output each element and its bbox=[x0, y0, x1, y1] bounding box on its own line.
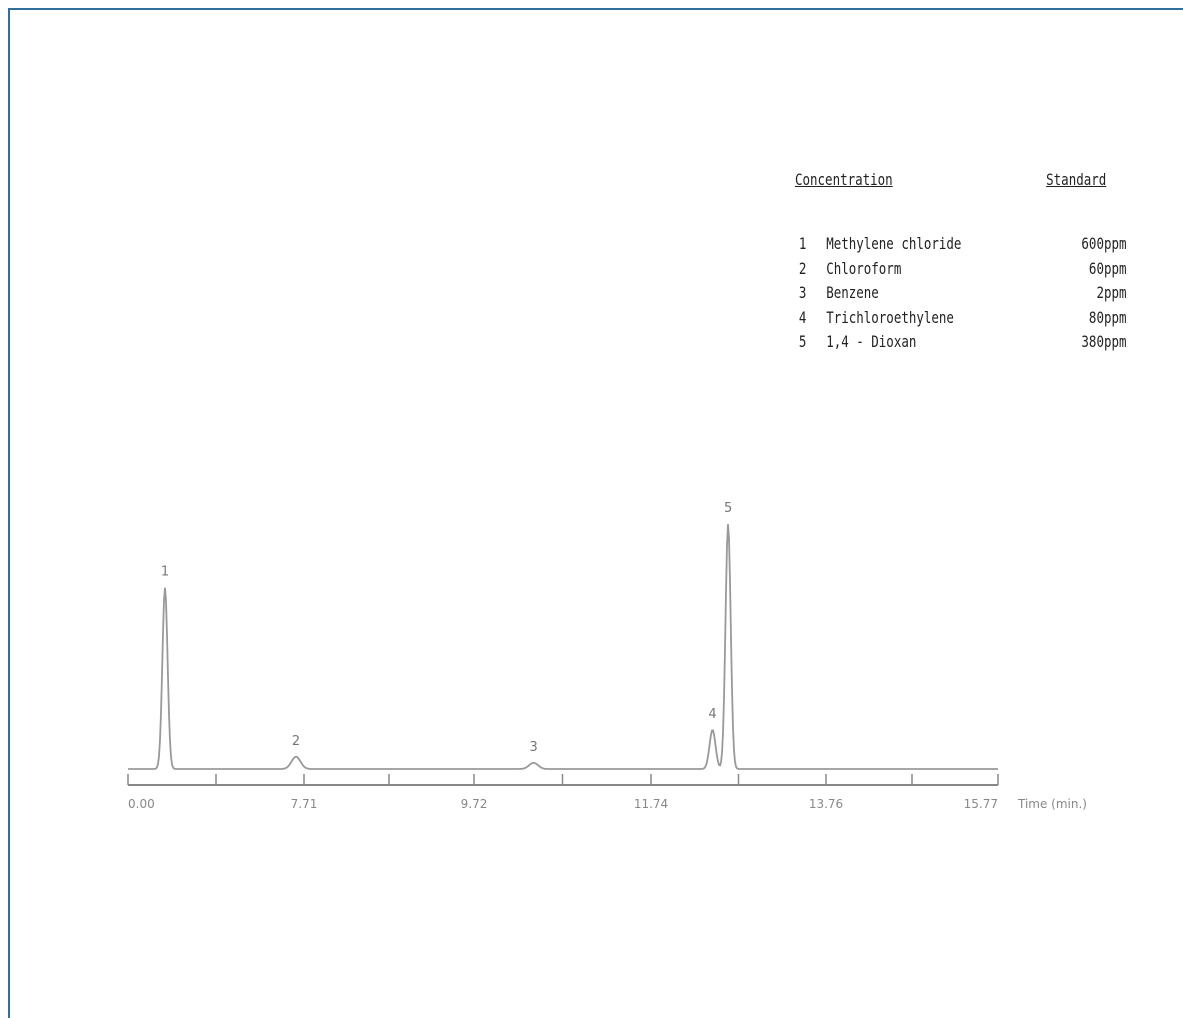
x-tick-label: 7.71 bbox=[291, 797, 318, 811]
legend-row-compound: 1,4 - Dioxan bbox=[826, 332, 917, 351]
x-tick-label: 11.74 bbox=[634, 797, 668, 811]
peak-label: 5 bbox=[724, 501, 732, 516]
chromatogram-trace bbox=[128, 524, 998, 770]
legend-row-compound: Methylene chloride bbox=[826, 234, 962, 253]
figure-frame bbox=[8, 8, 1183, 1018]
x-tick-label: 0.00 bbox=[128, 797, 155, 811]
peak-label: 4 bbox=[708, 707, 716, 722]
legend-row: 1 Methylene chloride 600ppm bbox=[795, 234, 1127, 259]
legend-table: Concentration Standard 1 Methylene chlor… bbox=[795, 170, 1127, 357]
x-axis: 0.00 7.71 9.72 11.74 13.76 15.77 bbox=[127, 774, 999, 811]
legend-row: 3 Benzene 2ppm bbox=[795, 283, 1127, 308]
standard-header: Standard bbox=[1046, 170, 1107, 189]
legend-row-concentration: 80ppm bbox=[1088, 307, 1127, 327]
peak-label: 2 bbox=[292, 734, 300, 749]
concentration-header: Concentration bbox=[795, 170, 893, 189]
x-tick-label: 13.76 bbox=[809, 797, 843, 811]
legend-row-concentration: 60ppm bbox=[1088, 258, 1127, 278]
legend-row-compound: Trichloroethylene bbox=[826, 307, 954, 327]
x-axis-label: Time (min.) bbox=[1017, 797, 1087, 811]
legend-row-concentration: 380ppm bbox=[1081, 332, 1127, 351]
peak-label: 3 bbox=[529, 740, 537, 755]
legend-row-concentration: 600ppm bbox=[1081, 234, 1127, 253]
legend-row: 4 Trichloroethylene 80ppm bbox=[795, 307, 1127, 333]
legend-header: Concentration Standard bbox=[795, 170, 1106, 198]
legend-row-number: 1 bbox=[798, 234, 807, 253]
x-tick-label: 15.77 bbox=[964, 797, 998, 811]
legend-row: 2 Chloroform 60ppm bbox=[795, 258, 1127, 284]
legend-row-concentration: 2ppm bbox=[1096, 283, 1127, 302]
legend-row: 5 1,4 - Dioxan 380ppm bbox=[795, 332, 1127, 357]
peak-labels: 1 2 3 4 5 bbox=[161, 501, 732, 755]
x-tick-label: 9.72 bbox=[461, 797, 488, 811]
legend-row-number: 2 bbox=[798, 258, 807, 278]
legend-row-compound: Chloroform bbox=[826, 258, 902, 278]
legend-row-number: 5 bbox=[798, 332, 807, 351]
peak-label: 1 bbox=[161, 565, 169, 580]
legend-row-compound: Benzene bbox=[826, 283, 879, 302]
legend-row-number: 4 bbox=[798, 307, 807, 327]
legend-row-number: 3 bbox=[798, 283, 807, 302]
